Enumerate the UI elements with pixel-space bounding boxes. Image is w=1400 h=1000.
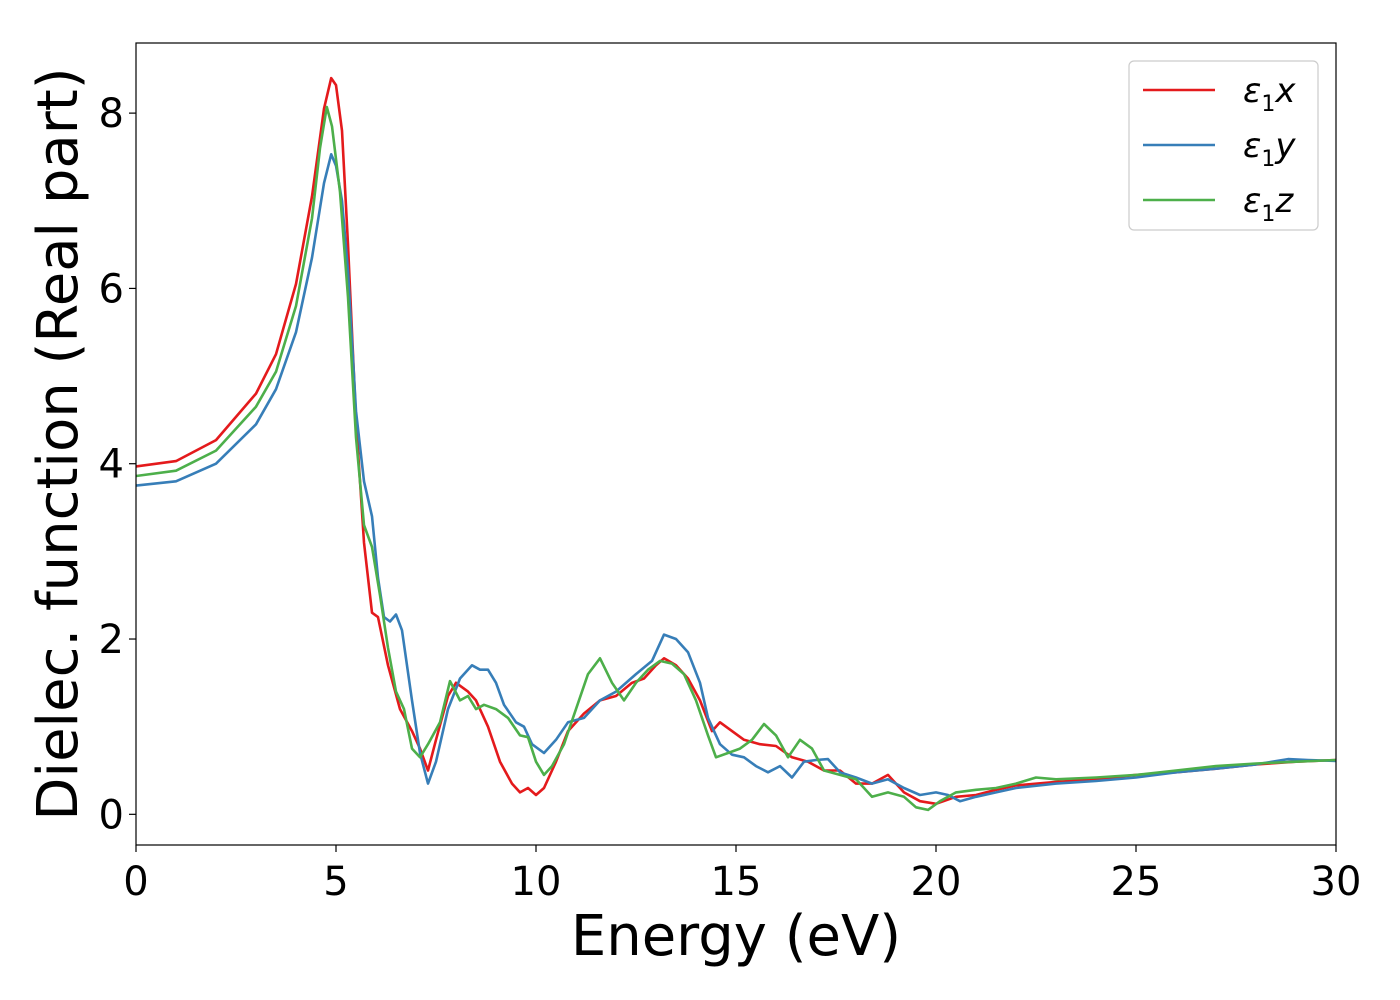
x-tick-label: 0: [123, 859, 148, 905]
y-tick-label: 8: [99, 91, 124, 137]
x-tick-label: 5: [323, 859, 348, 905]
legend-label-z: ε1z: [1243, 181, 1294, 227]
y-tick-label: 4: [99, 442, 124, 488]
x-tick-label: 15: [711, 859, 762, 905]
x-axis: 0 5 10 15 20 25 30: [123, 845, 1361, 905]
legend-box: [1128, 60, 1319, 231]
y-tick-label: 2: [99, 617, 124, 663]
y-tick-label: 0: [99, 792, 124, 838]
legend-label-y: ε1y: [1243, 126, 1296, 172]
x-tick-label: 20: [911, 859, 962, 905]
x-tick-label: 25: [1111, 859, 1162, 905]
y-axis: 0 2 4 6 8: [99, 91, 136, 838]
plot-area: [136, 76, 1336, 812]
legend: ε1x ε1y ε1z: [1128, 60, 1319, 231]
y-axis-label: Dielec. function (Real part): [26, 67, 91, 820]
x-axis-label: Energy (eV): [571, 904, 901, 969]
series-line-z: [136, 105, 1336, 812]
x-tick-label: 30: [1311, 859, 1362, 905]
x-tick-label: 10: [511, 859, 562, 905]
legend-label-x: ε1x: [1243, 71, 1296, 117]
y-tick-label: 6: [99, 266, 124, 312]
